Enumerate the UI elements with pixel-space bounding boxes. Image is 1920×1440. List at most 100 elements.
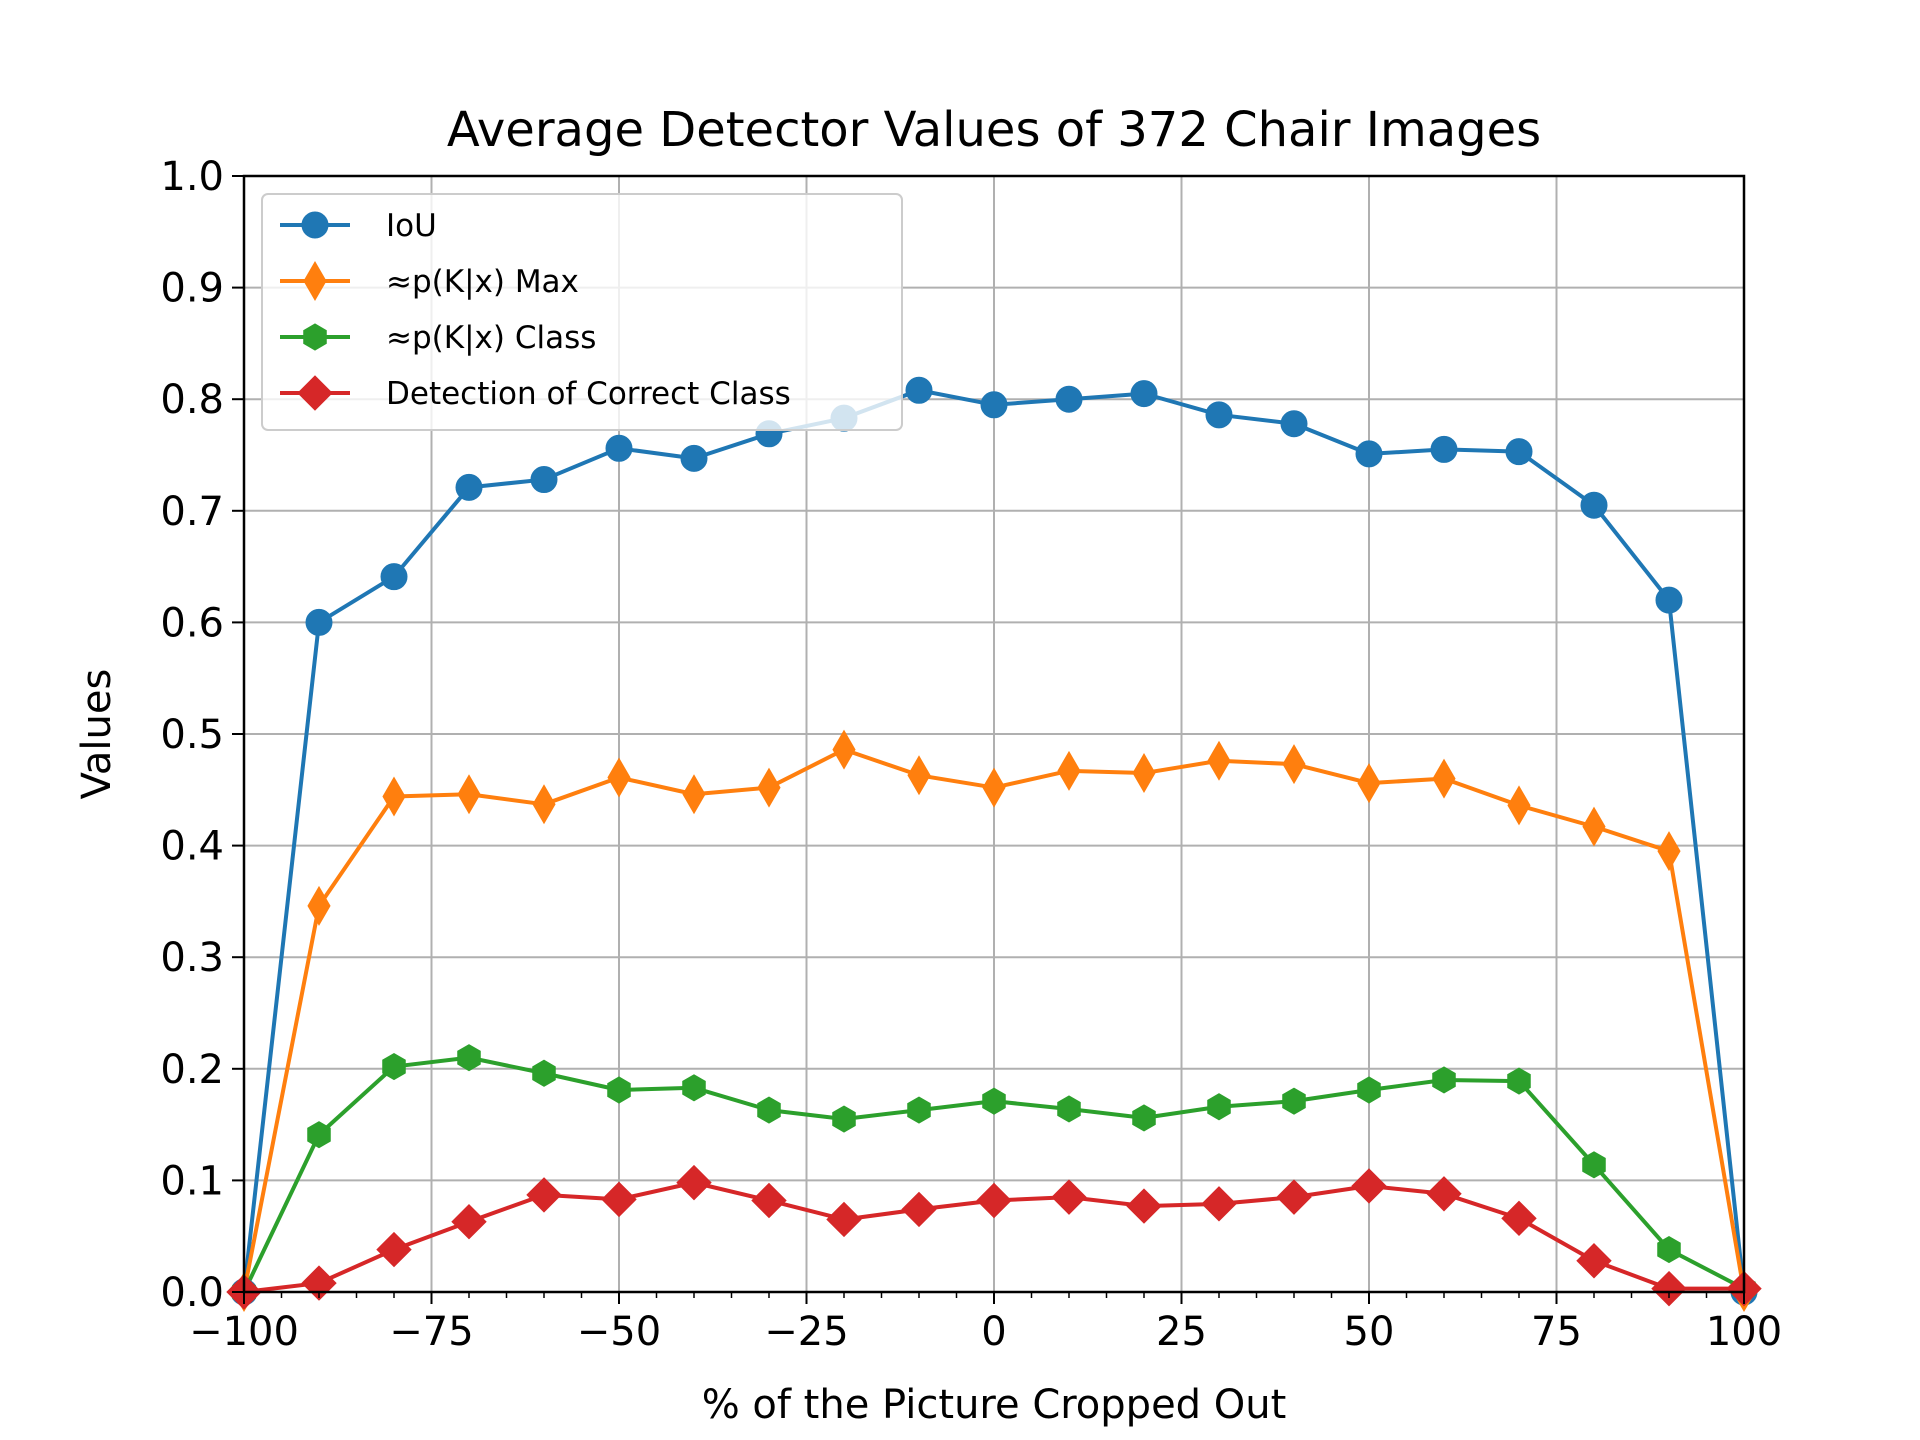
legend-marker bbox=[301, 211, 329, 239]
data-point bbox=[1582, 806, 1606, 847]
data-point bbox=[305, 608, 333, 636]
series-markers bbox=[226, 376, 1762, 1312]
data-point bbox=[530, 466, 558, 494]
x-tick-label: 25 bbox=[1156, 1309, 1207, 1355]
data-point bbox=[1207, 1093, 1231, 1121]
data-point bbox=[1507, 1067, 1531, 1095]
data-point bbox=[1655, 586, 1683, 614]
data-point bbox=[682, 774, 706, 815]
legend-label: Detection of Correct Class bbox=[386, 376, 791, 412]
data-point bbox=[380, 563, 408, 591]
data-point bbox=[376, 1231, 412, 1268]
x-tick-label: 100 bbox=[1706, 1309, 1782, 1355]
data-point bbox=[1126, 1188, 1162, 1224]
data-point bbox=[751, 1182, 787, 1219]
data-point bbox=[1207, 740, 1231, 781]
y-tick-label: 0.3 bbox=[160, 935, 224, 981]
data-point bbox=[832, 729, 856, 770]
legend-box bbox=[261, 193, 903, 431]
legend-marker bbox=[303, 261, 327, 301]
data-point bbox=[982, 767, 1006, 808]
data-point bbox=[1282, 744, 1306, 785]
data-point bbox=[1357, 1076, 1381, 1104]
data-point bbox=[1651, 1270, 1687, 1307]
x-tick-label: 0 bbox=[981, 1309, 1006, 1355]
y-tick-label: 0.8 bbox=[160, 377, 224, 423]
data-point bbox=[905, 376, 933, 404]
x-tick-label: −75 bbox=[389, 1309, 473, 1355]
x-tick-label: −50 bbox=[577, 1309, 661, 1355]
data-point bbox=[907, 1096, 931, 1124]
data-point bbox=[1055, 385, 1083, 413]
data-point bbox=[607, 1076, 631, 1104]
data-point bbox=[1201, 1186, 1237, 1222]
legend-marker bbox=[297, 375, 333, 411]
legend-label: ≈p(K|x) Max bbox=[386, 264, 579, 300]
data-point bbox=[976, 1182, 1012, 1219]
data-point bbox=[601, 1181, 637, 1218]
data-point bbox=[1132, 1104, 1156, 1132]
y-axis: 0.0 0.1 0.2 0.3 0.4 0.5 0.6 0.7 0.8 0.9 1.0 bbox=[160, 154, 244, 1316]
legend-label: ≈p(K|x) Class bbox=[386, 320, 596, 356]
y-tick-label: 0.5 bbox=[160, 712, 224, 758]
y-tick-label: 0.1 bbox=[160, 1158, 224, 1204]
x-tick-label: −25 bbox=[764, 1309, 848, 1355]
data-point bbox=[382, 1052, 406, 1081]
legend-marker bbox=[303, 323, 327, 351]
data-point bbox=[1357, 763, 1381, 804]
data-point bbox=[1355, 440, 1383, 468]
data-point bbox=[1505, 438, 1533, 466]
data-point bbox=[1582, 1151, 1606, 1179]
y-tick-label: 0.0 bbox=[160, 1270, 224, 1316]
data-point bbox=[1430, 435, 1458, 463]
data-point bbox=[1057, 750, 1081, 791]
data-point bbox=[1657, 1236, 1681, 1264]
data-point bbox=[526, 1177, 562, 1213]
data-point bbox=[980, 391, 1008, 419]
data-point bbox=[532, 784, 556, 825]
data-point bbox=[832, 1105, 856, 1133]
x-axis: −100 −75 −50 −25 0 25 50 75 100 bbox=[189, 1292, 1782, 1355]
data-point bbox=[1132, 753, 1156, 794]
y-tick-label: 0.2 bbox=[160, 1047, 224, 1093]
y-tick-label: 0.9 bbox=[160, 266, 224, 312]
data-point bbox=[307, 1121, 331, 1149]
data-point bbox=[757, 1096, 781, 1124]
y-tick-label: 0.6 bbox=[160, 600, 224, 646]
y-tick-label: 0.4 bbox=[160, 824, 224, 870]
data-point bbox=[901, 1191, 937, 1228]
data-point bbox=[1280, 410, 1308, 438]
data-point bbox=[455, 473, 483, 501]
data-point bbox=[605, 434, 633, 462]
data-point bbox=[457, 774, 481, 815]
data-point bbox=[907, 755, 931, 796]
data-point bbox=[1282, 1087, 1306, 1115]
data-point bbox=[982, 1087, 1006, 1115]
x-axis-label: % of the Picture Cropped Out bbox=[702, 1382, 1287, 1428]
data-point bbox=[1576, 1243, 1612, 1279]
data-point bbox=[1351, 1168, 1387, 1204]
data-point bbox=[1057, 1095, 1081, 1123]
y-tick-label: 0.7 bbox=[160, 489, 224, 535]
data-point bbox=[680, 444, 708, 472]
data-point bbox=[1501, 1200, 1537, 1237]
data-point bbox=[1657, 831, 1681, 872]
data-point bbox=[1580, 491, 1608, 519]
data-point bbox=[1276, 1179, 1312, 1215]
data-point bbox=[1205, 401, 1233, 429]
data-point bbox=[607, 757, 631, 798]
data-point bbox=[1130, 380, 1158, 408]
data-point bbox=[1432, 758, 1456, 799]
x-tick-label: −100 bbox=[189, 1309, 299, 1355]
x-tick-label: 75 bbox=[1531, 1309, 1582, 1355]
legend-label: IoU bbox=[386, 208, 437, 244]
data-point bbox=[382, 776, 406, 817]
chart-title: Average Detector Values of 372 Chair Ima… bbox=[447, 102, 1541, 158]
data-point bbox=[1051, 1179, 1087, 1215]
data-point bbox=[676, 1164, 712, 1201]
legend: IoU ≈p(K|x) Max ≈p(K|x) Class Detection of … bbox=[261, 193, 903, 431]
data-point bbox=[757, 767, 781, 808]
y-axis-label: Values bbox=[74, 669, 120, 800]
data-point bbox=[826, 1201, 862, 1238]
